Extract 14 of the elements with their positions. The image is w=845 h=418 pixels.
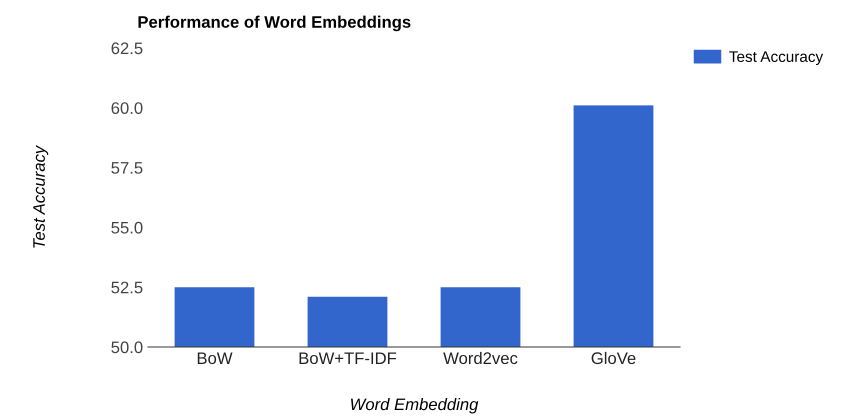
- y-tick-label: 50.0: [111, 341, 142, 354]
- y-tick-label: 52.5: [111, 282, 142, 294]
- x-tick-label: BoW+TF-IDF: [300, 352, 396, 364]
- x-tick-label: GloVe: [592, 352, 636, 364]
- y-axis-title: Test Accuracy: [33, 144, 48, 248]
- y-tick-label: 60.0: [112, 102, 142, 114]
- x-tick-label: Word2vec: [443, 352, 518, 364]
- x-axis-title: Word Embedding: [351, 398, 478, 414]
- y-tick-label: 55.0: [111, 222, 142, 234]
- x-tick-label: BoW: [198, 352, 232, 364]
- legend-label: Test Accuracy: [729, 51, 824, 66]
- chart-title: Performance of Word Embeddings: [138, 16, 410, 32]
- y-tick-label: 62.5: [112, 42, 142, 54]
- y-tick-label: 57.5: [111, 162, 142, 174]
